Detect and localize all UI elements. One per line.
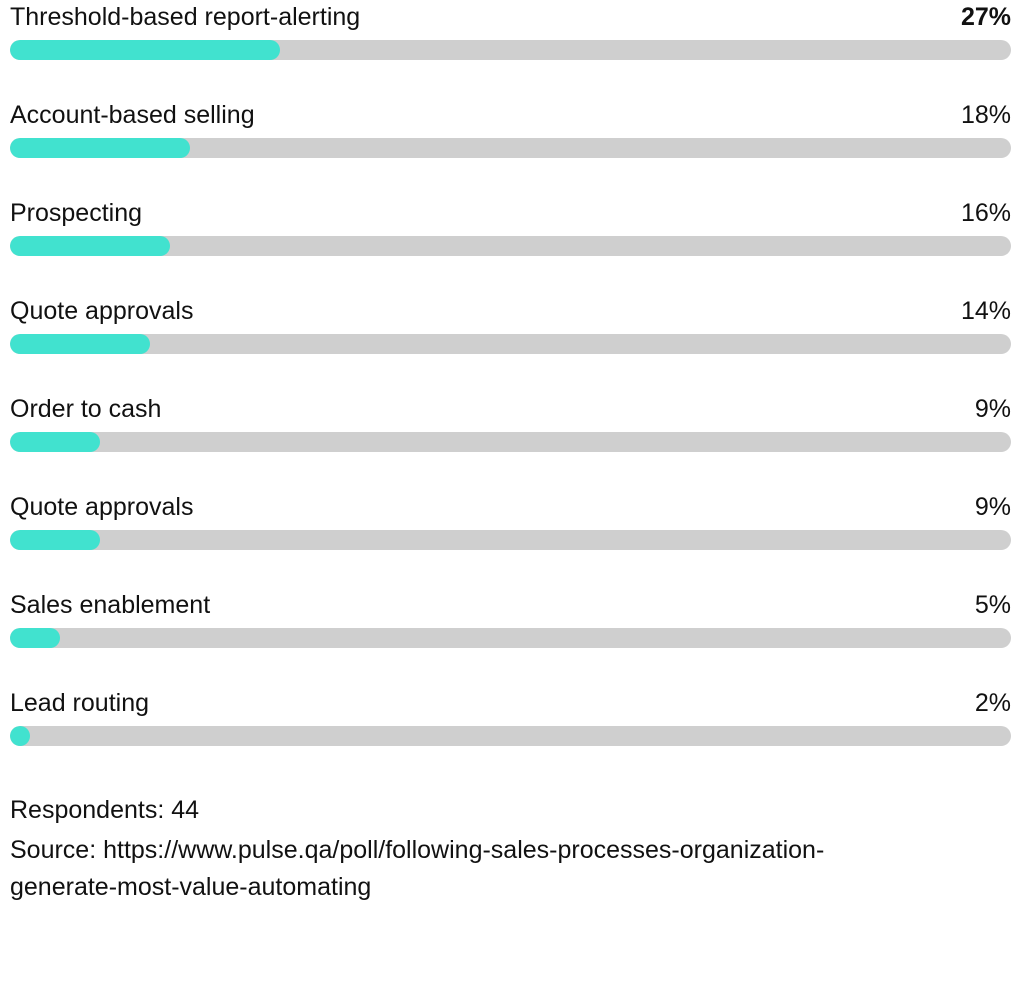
poll-option-percent: 9%	[975, 394, 1011, 424]
poll-option-percent: 27%	[961, 2, 1011, 32]
poll-bar-track	[10, 628, 1011, 648]
poll-option-label: Quote approvals	[10, 492, 193, 522]
poll-bar-track	[10, 334, 1011, 354]
poll-bar-fill	[10, 726, 30, 746]
poll-bar-fill	[10, 334, 150, 354]
poll-option: Lead routing 2%	[10, 688, 1011, 746]
poll-option-percent: 18%	[961, 100, 1011, 130]
poll-bar-fill	[10, 236, 170, 256]
poll-bar-track	[10, 40, 1011, 60]
poll-bar-track	[10, 726, 1011, 746]
chart-footer: Respondents: 44 Source: https://www.puls…	[10, 792, 930, 907]
poll-option-percent: 5%	[975, 590, 1011, 620]
poll-option: Quote approvals 9%	[10, 492, 1011, 550]
poll-option-percent: 9%	[975, 492, 1011, 522]
poll-option: Quote approvals 14%	[10, 296, 1011, 354]
poll-bar-track	[10, 138, 1011, 158]
poll-option-label: Lead routing	[10, 688, 149, 718]
poll-option-label: Threshold-based report-alerting	[10, 2, 360, 32]
poll-option: Prospecting 16%	[10, 198, 1011, 256]
poll-option-label: Account-based selling	[10, 100, 255, 130]
poll-option-percent: 2%	[975, 688, 1011, 718]
source-citation: Source: https://www.pulse.qa/poll/follow…	[10, 832, 930, 907]
poll-option: Threshold-based report-alerting 27%	[10, 2, 1011, 60]
poll-bar-track	[10, 432, 1011, 452]
poll-option-label: Quote approvals	[10, 296, 193, 326]
poll-bar-chart: Threshold-based report-alerting 27% Accoun…	[10, 2, 1011, 746]
poll-bar-fill	[10, 530, 100, 550]
poll-bar-fill	[10, 138, 190, 158]
respondents-count: Respondents: 44	[10, 792, 930, 830]
poll-option-percent: 14%	[961, 296, 1011, 326]
poll-bar-fill	[10, 40, 280, 60]
poll-bar-fill	[10, 628, 60, 648]
poll-option: Sales enablement 5%	[10, 590, 1011, 648]
poll-option: Account-based selling 18%	[10, 100, 1011, 158]
poll-option-label: Prospecting	[10, 198, 142, 228]
poll-bar-track	[10, 530, 1011, 550]
poll-option: Order to cash 9%	[10, 394, 1011, 452]
poll-option-label: Sales enablement	[10, 590, 210, 620]
poll-bar-fill	[10, 432, 100, 452]
poll-bar-track	[10, 236, 1011, 256]
poll-option-percent: 16%	[961, 198, 1011, 228]
poll-option-label: Order to cash	[10, 394, 161, 424]
